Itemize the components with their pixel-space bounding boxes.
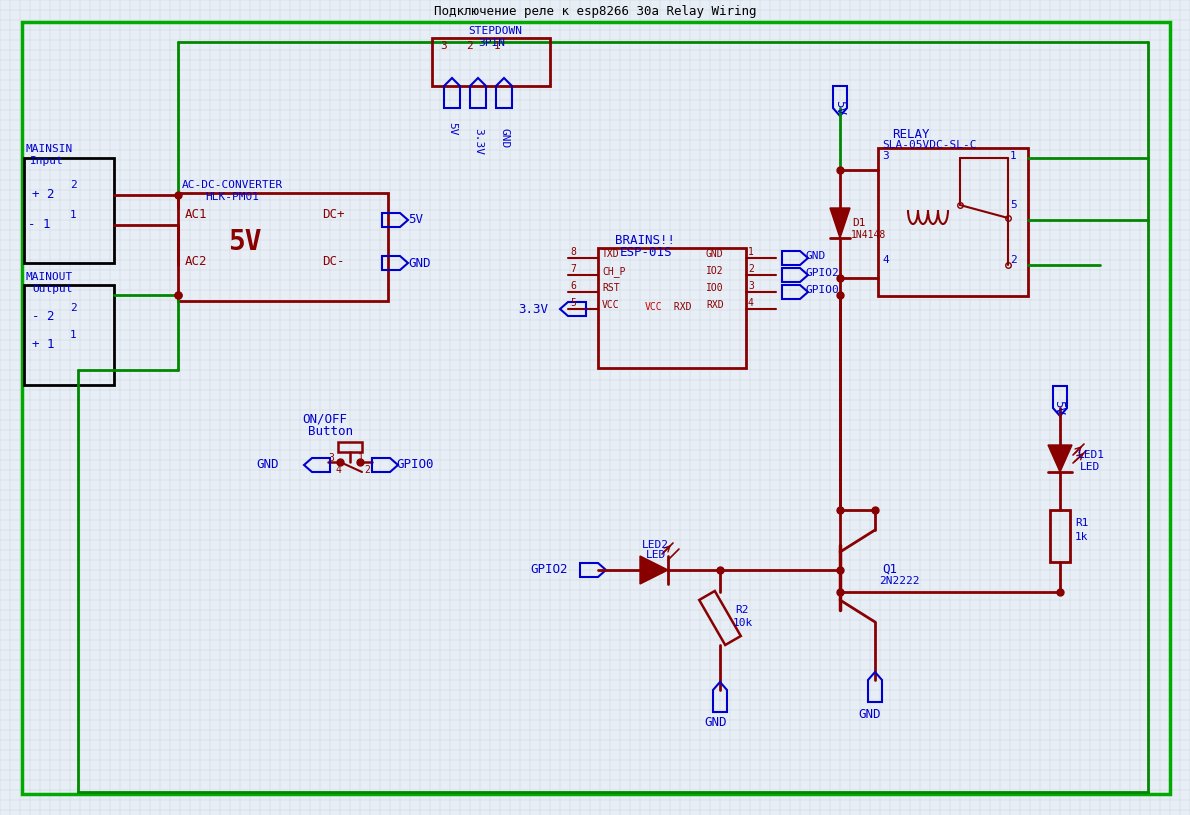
Polygon shape	[1048, 445, 1072, 472]
Text: GND: GND	[256, 458, 278, 471]
Bar	[24, 158, 114, 263]
Text: AC-DC-CONVERTER: AC-DC-CONVERTER	[182, 180, 283, 190]
Text: RXD: RXD	[668, 302, 691, 312]
Text: 8: 8	[570, 247, 576, 257]
Bar	[24, 285, 114, 385]
Text: 3: 3	[328, 453, 334, 463]
Text: ESP-01S: ESP-01S	[620, 246, 672, 259]
Polygon shape	[829, 208, 850, 238]
Text: 5V: 5V	[447, 122, 457, 135]
Text: R2: R2	[735, 605, 749, 615]
Text: 4: 4	[882, 255, 889, 265]
Text: 5V: 5V	[408, 213, 422, 226]
Text: 3.3V: 3.3V	[518, 303, 549, 316]
Text: 1k: 1k	[1075, 532, 1089, 542]
Text: + 1: + 1	[32, 338, 55, 351]
Text: 10k: 10k	[733, 618, 753, 628]
Bar	[878, 148, 1028, 296]
Bar	[599, 248, 746, 368]
Text: ON/OFF: ON/OFF	[302, 412, 347, 425]
Text: GPIO2: GPIO2	[530, 563, 568, 576]
Text: - 1: - 1	[29, 218, 50, 231]
Text: LED1: LED1	[1078, 450, 1106, 460]
Text: 3: 3	[882, 151, 889, 161]
Text: 3: 3	[440, 41, 446, 51]
Text: GPIO0: GPIO0	[806, 285, 840, 295]
Text: 2N2222: 2N2222	[879, 576, 920, 586]
Text: AC1: AC1	[184, 208, 207, 221]
Text: 1: 1	[494, 41, 501, 51]
Text: IO2: IO2	[706, 266, 724, 276]
Text: 4: 4	[749, 298, 754, 308]
Text: 5V: 5V	[833, 100, 846, 115]
Text: 5: 5	[570, 298, 576, 308]
Text: 2: 2	[70, 180, 76, 190]
Text: STEPDOWN: STEPDOWN	[468, 26, 522, 36]
Text: 3PIN: 3PIN	[478, 38, 505, 48]
Text: 2: 2	[749, 264, 754, 274]
Text: 6: 6	[570, 281, 576, 291]
Text: D1: D1	[852, 218, 865, 228]
Text: RXD: RXD	[706, 300, 724, 310]
Text: SLA-05VDC-SL-C: SLA-05VDC-SL-C	[882, 140, 977, 150]
Text: 5V: 5V	[1052, 400, 1065, 415]
Text: HLK-PM01: HLK-PM01	[205, 192, 259, 202]
Text: 1: 1	[358, 453, 364, 463]
Text: DC-: DC-	[322, 255, 344, 268]
Text: Output: Output	[32, 284, 73, 294]
Text: VCC: VCC	[645, 302, 663, 312]
Text: GPIO0: GPIO0	[396, 458, 433, 471]
Text: 5: 5	[1010, 200, 1016, 210]
Text: GPIO2: GPIO2	[806, 268, 840, 278]
Text: GND: GND	[806, 251, 826, 261]
Text: 2: 2	[1010, 255, 1016, 265]
Text: LED2: LED2	[641, 540, 669, 550]
Text: 2: 2	[466, 41, 472, 51]
Text: LED: LED	[1081, 462, 1101, 472]
Text: GND: GND	[858, 708, 881, 721]
Text: 7: 7	[570, 264, 576, 274]
Text: GND: GND	[499, 128, 509, 148]
Text: 1: 1	[70, 210, 76, 220]
Bar	[178, 193, 388, 301]
Bar	[432, 38, 550, 86]
Text: MAINOUT: MAINOUT	[26, 272, 74, 282]
Text: 1N4148: 1N4148	[851, 230, 887, 240]
Text: R1: R1	[1075, 518, 1089, 528]
Text: 2: 2	[70, 303, 76, 313]
Text: 2: 2	[364, 465, 370, 475]
Text: 1: 1	[749, 247, 754, 257]
Text: MAINSIN: MAINSIN	[26, 144, 74, 154]
Polygon shape	[640, 556, 668, 584]
Text: 1: 1	[70, 330, 76, 340]
Text: LED: LED	[646, 550, 666, 560]
Text: Input: Input	[30, 156, 64, 166]
Text: BRAINS!!: BRAINS!!	[615, 234, 675, 247]
Text: GND: GND	[706, 249, 724, 259]
Text: VCC: VCC	[602, 300, 620, 310]
Text: IO0: IO0	[706, 283, 724, 293]
Text: GND: GND	[408, 257, 431, 270]
Text: AC2: AC2	[184, 255, 207, 268]
Text: + 2: + 2	[32, 188, 55, 201]
Text: 4: 4	[336, 465, 342, 475]
Bar	[338, 442, 362, 452]
Text: - 2: - 2	[32, 310, 55, 323]
Text: Подключение реле к esp8266 30a Relay Wiring: Подключение реле к esp8266 30a Relay Wir…	[433, 5, 757, 18]
Text: 3: 3	[749, 281, 754, 291]
Text: RELAY: RELAY	[892, 128, 929, 141]
Text: CH_P: CH_P	[602, 266, 626, 277]
Text: 5V: 5V	[228, 228, 262, 256]
Text: 1: 1	[1010, 151, 1016, 161]
Bar	[1050, 510, 1070, 562]
Text: 3.3V: 3.3V	[472, 128, 483, 155]
Text: RST: RST	[602, 283, 620, 293]
Text: TXD: TXD	[602, 249, 620, 259]
Text: DC+: DC+	[322, 208, 344, 221]
Text: Q1: Q1	[882, 563, 897, 576]
Text: Button: Button	[308, 425, 353, 438]
Bar	[700, 591, 741, 645]
Text: GND: GND	[704, 716, 727, 729]
